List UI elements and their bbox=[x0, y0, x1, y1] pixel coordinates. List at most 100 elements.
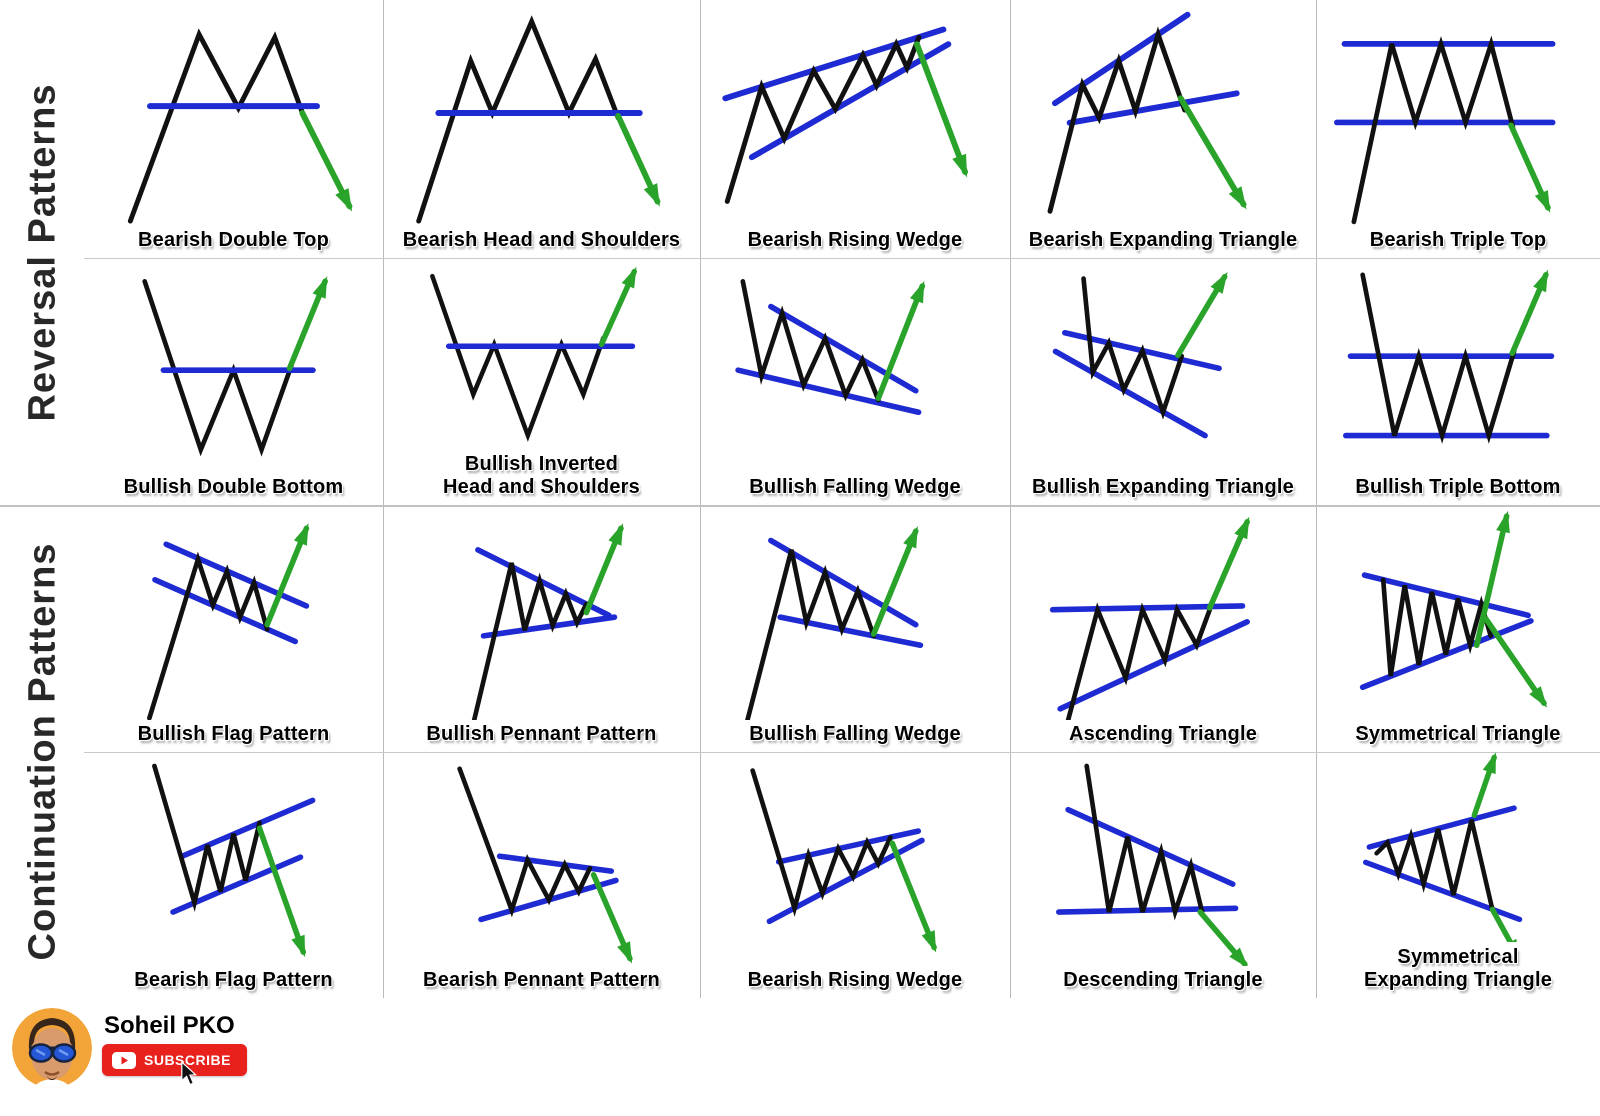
pattern-cell-bullish-expanding-triangle: Bullish Expanding Triangle bbox=[1010, 258, 1316, 505]
arrowhead bbox=[1228, 186, 1247, 210]
pattern-label: Bullish Falling Wedge bbox=[749, 476, 961, 499]
section-label-reversal: Reversal Patterns bbox=[0, 0, 86, 505]
grid-hline bbox=[0, 505, 1600, 507]
bearish-rising-wedge-drawing bbox=[722, 26, 968, 204]
grid-vline bbox=[383, 0, 384, 998]
pattern-label: Bearish Double Top bbox=[137, 229, 330, 252]
pattern-label: Bullish Falling Wedge bbox=[749, 723, 961, 746]
bearish-head-and-shoulders-drawing bbox=[416, 15, 661, 224]
subscribe-label: SUBSCRIBE bbox=[144, 1052, 231, 1068]
bullish-pennant-drawing bbox=[471, 523, 624, 720]
pattern-cell-bullish-flag-pattern: Bullish Flag Pattern bbox=[84, 505, 383, 752]
pattern-label: Bullish Inverted Head and Shoulders bbox=[443, 452, 640, 499]
arrowhead bbox=[1210, 271, 1228, 294]
grid-hline bbox=[84, 258, 1600, 259]
bullish-falling-wedge-continuation-drawing bbox=[745, 525, 924, 720]
pattern-label: Bullish Pennant Pattern bbox=[426, 723, 657, 746]
pattern-cell-bearish-flag-pattern: Bearish Flag Pattern bbox=[84, 752, 383, 998]
pattern-label: Bearish Flag Pattern bbox=[134, 969, 333, 992]
arrowhead bbox=[903, 525, 918, 549]
pattern-cell-bullish-triple-bottom: Bullish Triple Bottom bbox=[1316, 258, 1600, 505]
bullish-flag-drawing bbox=[147, 523, 310, 720]
bullish-falling-wedge-drawing bbox=[735, 279, 926, 416]
pattern-cell-bearish-pennant-pattern: Bearish Pennant Pattern bbox=[383, 752, 700, 998]
grid-vline bbox=[1316, 0, 1317, 998]
arrowhead bbox=[921, 930, 937, 953]
bearish-pennant-drawing bbox=[457, 766, 633, 964]
arrowhead bbox=[952, 153, 968, 178]
pattern-label: Ascending Triangle bbox=[1068, 723, 1258, 746]
pattern-cell-bearish-triple-top: Bearish Triple Top bbox=[1316, 0, 1600, 258]
arrowhead bbox=[1534, 190, 1551, 213]
pattern-label: Symmetrical Expanding Triangle bbox=[1363, 945, 1553, 992]
arrowhead bbox=[312, 276, 328, 299]
grid-vline bbox=[700, 0, 701, 998]
arrowhead bbox=[1510, 938, 1517, 942]
pattern-cell-symmetrical-triangle: Symmetrical Triangle bbox=[1316, 505, 1600, 752]
pattern-cell-descending-triangle: Descending Triangle bbox=[1010, 752, 1316, 998]
youtube-play-icon bbox=[112, 1051, 136, 1069]
pattern-cell-bullish-falling-wedge: Bullish Falling Wedge bbox=[700, 258, 1010, 505]
reversal-patterns-label: Reversal Patterns bbox=[21, 83, 64, 422]
pattern-label: Symmetrical Triangle bbox=[1355, 723, 1561, 746]
pattern-label: Bullish Double Bottom bbox=[123, 476, 344, 499]
pattern-label: Bearish Rising Wedge bbox=[747, 969, 963, 992]
channel-name: Soheil PKO bbox=[104, 1012, 235, 1039]
arrowhead bbox=[909, 280, 925, 304]
footer: Soheil PKO SUBSCRIBE bbox=[0, 998, 1600, 1116]
arrowhead bbox=[1533, 269, 1549, 293]
grid-hline bbox=[84, 752, 1600, 753]
pattern-label: Descending Triangle bbox=[1063, 969, 1263, 992]
arrowhead bbox=[291, 934, 306, 958]
pattern-label: Bullish Triple Bottom bbox=[1355, 476, 1561, 499]
pattern-cell-bearish-expanding-triangle: Bearish Expanding Triangle bbox=[1010, 0, 1316, 258]
arrowhead bbox=[1482, 752, 1496, 775]
pattern-label: Bullish Flag Pattern bbox=[137, 723, 330, 746]
arrowhead bbox=[293, 523, 309, 546]
channel-avatar bbox=[12, 1008, 92, 1088]
pattern-cell-bearish-head-and-shoulders: Bearish Head and Shoulders bbox=[383, 0, 700, 258]
arrowhead bbox=[1234, 516, 1250, 540]
pattern-label: Bearish Triple Top bbox=[1369, 229, 1547, 252]
pattern-cell-bearish-rising-wedge-continuation: Bearish Rising Wedge bbox=[700, 752, 1010, 998]
bullish-expanding-triangle-drawing bbox=[1052, 271, 1228, 439]
pattern-cell-bullish-pennant-pattern: Bullish Pennant Pattern bbox=[383, 505, 700, 752]
pattern-cell-ascending-triangle: Ascending Triangle bbox=[1010, 505, 1316, 752]
bullish-inverted-head-and-shoulders-drawing bbox=[430, 266, 637, 442]
symmetrical-triangle-drawing bbox=[1359, 510, 1548, 708]
arrowhead bbox=[1229, 947, 1248, 966]
bearish-expanding-triangle-drawing bbox=[1047, 11, 1247, 214]
subscribe-button[interactable]: SUBSCRIBE bbox=[102, 1044, 247, 1076]
bearish-rising-wedge-continuation-drawing bbox=[750, 768, 937, 953]
pattern-label: Bearish Expanding Triangle bbox=[1028, 229, 1298, 252]
arrowhead bbox=[608, 523, 624, 546]
pattern-cell-bullish-double-bottom: Bullish Double Bottom bbox=[84, 258, 383, 505]
arrowhead bbox=[643, 183, 660, 207]
pattern-label: Bearish Rising Wedge bbox=[747, 229, 963, 252]
symmetrical-expanding-triangle-drawing bbox=[1362, 752, 1523, 942]
pattern-label: Bearish Pennant Pattern bbox=[423, 969, 660, 992]
pattern-cell-bearish-double-top: Bearish Double Top bbox=[84, 0, 383, 258]
arrowhead bbox=[617, 941, 633, 964]
bearish-double-top-drawing bbox=[127, 28, 353, 224]
bullish-double-bottom-drawing bbox=[142, 276, 328, 457]
grid-vline bbox=[1010, 0, 1011, 998]
pattern-cell-bullish-falling-wedge-continuation: Bullish Falling Wedge bbox=[700, 505, 1010, 752]
pattern-label: Bullish Expanding Triangle bbox=[1032, 476, 1294, 499]
bearish-triple-top-drawing bbox=[1333, 35, 1556, 225]
cursor-icon bbox=[181, 1062, 198, 1086]
arrowhead bbox=[1529, 686, 1548, 708]
bullish-triple-bottom-drawing bbox=[1343, 269, 1555, 444]
arrowhead bbox=[621, 266, 637, 289]
bearish-flag-drawing bbox=[152, 763, 316, 958]
arrowhead bbox=[335, 188, 353, 212]
pattern-cell-symmetrical-expanding-triangle: Symmetrical Expanding Triangle bbox=[1316, 752, 1600, 998]
pattern-cell-bullish-inverted-head-and-shoulders: Bullish Inverted Head and Shoulders bbox=[383, 258, 700, 505]
descending-triangle-drawing bbox=[1056, 763, 1248, 966]
continuation-patterns-label: Continuation Patterns bbox=[21, 542, 64, 961]
pattern-label: Bearish Head and Shoulders bbox=[402, 229, 681, 252]
pattern-cell-bearish-rising-wedge: Bearish Rising Wedge bbox=[700, 0, 1010, 258]
section-label-continuation: Continuation Patterns bbox=[0, 505, 86, 998]
ascending-triangle-drawing bbox=[1049, 516, 1250, 720]
